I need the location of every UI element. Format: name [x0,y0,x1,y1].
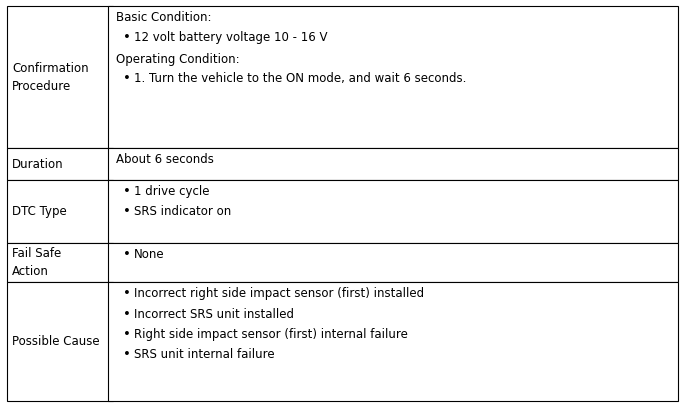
Text: •: • [123,287,131,300]
Text: SRS unit internal failure: SRS unit internal failure [134,348,275,361]
Bar [108,148,678,180]
Text: Duration: Duration [12,158,64,171]
Text: •: • [123,72,131,85]
Text: Operating Condition:: Operating Condition: [116,53,240,66]
Text: 12 volt battery voltage 10 - 16 V: 12 volt battery voltage 10 - 16 V [134,31,327,44]
Bar [108,180,678,243]
Text: •: • [123,248,131,261]
Text: •: • [123,31,131,44]
Bar [7,243,113,282]
Text: Right side impact sensor (first) internal failure: Right side impact sensor (first) interna… [134,328,408,341]
Bar [7,148,113,180]
Text: Fail Safe
Action: Fail Safe Action [12,247,62,278]
Bar [108,282,678,401]
Text: •: • [123,308,131,321]
Bar [7,180,113,243]
Bar [108,6,678,148]
Text: 1 drive cycle: 1 drive cycle [134,185,210,198]
Text: None: None [134,248,165,261]
Text: •: • [123,205,131,218]
Text: Possible Cause: Possible Cause [12,335,100,348]
Text: Basic Condition:: Basic Condition: [116,11,212,24]
Bar [7,6,113,148]
Bar [108,243,678,282]
Text: •: • [123,185,131,198]
Text: About 6 seconds: About 6 seconds [116,153,214,166]
Text: Incorrect right side impact sensor (first) installed: Incorrect right side impact sensor (firs… [134,287,425,300]
Text: Incorrect SRS unit installed: Incorrect SRS unit installed [134,308,295,321]
Text: DTC Type: DTC Type [12,205,67,218]
Text: •: • [123,348,131,361]
Text: 1. Turn the vehicle to the ON mode, and wait 6 seconds.: 1. Turn the vehicle to the ON mode, and … [134,72,466,85]
Bar [7,282,113,401]
Text: SRS indicator on: SRS indicator on [134,205,232,218]
Text: Confirmation
Procedure: Confirmation Procedure [12,62,89,93]
Text: •: • [123,328,131,341]
